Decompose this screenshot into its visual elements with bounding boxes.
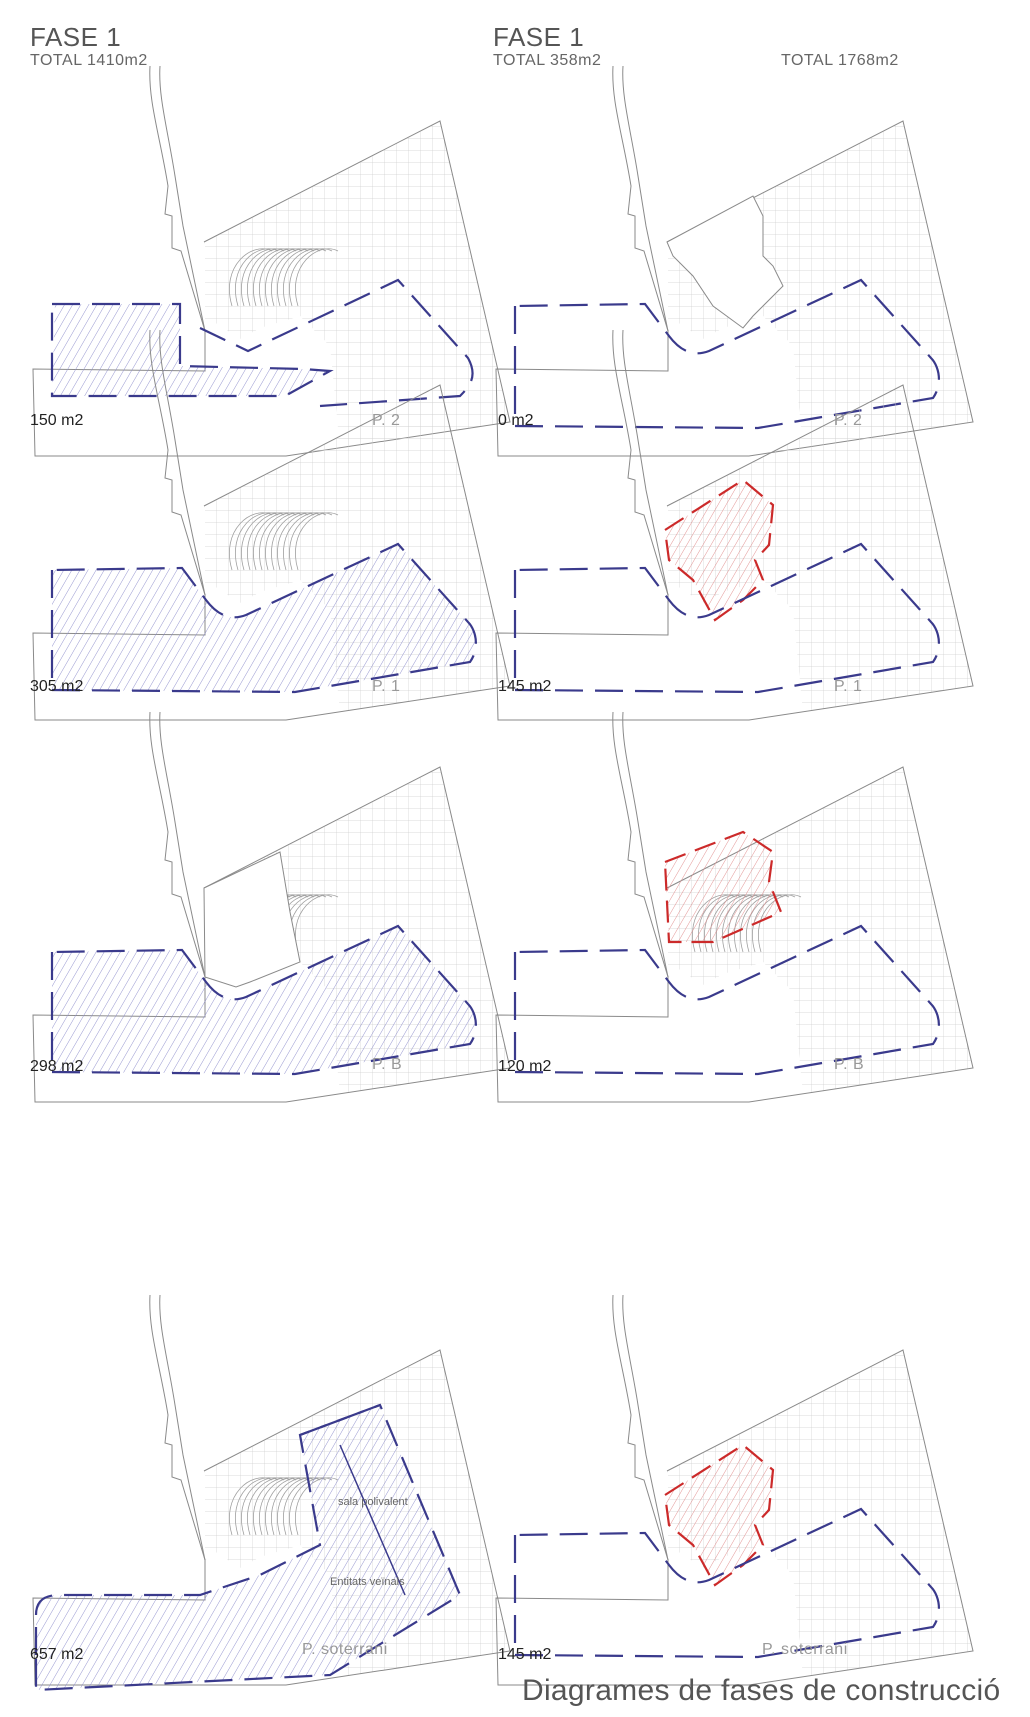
sala-polivalent-label: sala polivalent [338,1496,408,1508]
axis-arrow [339,1444,406,1596]
right-ps-plan [495,1294,974,1686]
right-pb-area: 120 m2 [498,1058,552,1075]
fase-area-outline [513,278,940,430]
fase-area-outline [50,542,477,694]
fase-area-outline [513,542,940,694]
diagram-title: Diagrames de fases de construcció [522,1674,1001,1707]
left-ps-floor: P. soterrani [302,1641,388,1658]
site-plan [495,329,974,721]
fase-area-outline [50,302,334,398]
right-p1-floor: P. 1 [834,678,863,695]
left-pb-floor: P. B [372,1056,403,1073]
right-pb-floor: P. B [834,1056,865,1073]
fase-red-outline [663,1443,775,1587]
fase-area-outline [50,924,477,1076]
right-pb-plan [495,711,974,1103]
right-p2-plan [495,65,974,457]
fase-red-outline [663,830,783,944]
right-ps-floor: P. soterrani [762,1641,848,1658]
left-ps-plan: sala polivalent Entitats veïnals [32,1294,511,1692]
left-p2-floor: P. 2 [372,412,401,429]
fase-area-outline [513,1507,940,1659]
left-pb-area: 298 m2 [30,1058,84,1075]
site-plan [495,1294,974,1686]
right-p2-floor: P. 2 [834,412,863,429]
right-phase-total: TOTAL 358m2 [493,52,602,69]
left-p1-floor: P. 1 [372,678,401,695]
fase-area-outline [34,1403,462,1692]
right-grand-total: TOTAL 1768m2 [781,52,899,69]
fase-area-outline [513,924,940,1076]
right-p1-area: 145 m2 [498,678,552,695]
right-phase-title: FASE 1 [493,22,585,52]
left-p1-area: 305 m2 [30,678,84,695]
left-ps-area: 657 m2 [30,1646,84,1663]
left-pb-plan [32,711,511,1103]
left-p2-area: 150 m2 [30,412,84,429]
left-phase-total: TOTAL 1410m2 [30,52,148,69]
left-p1-plan [32,329,511,721]
left-phase-title: FASE 1 [30,22,122,52]
site-plan [32,65,511,457]
site-plan [495,65,974,457]
left-p2-plan [32,65,511,457]
right-p2-area: 0 m2 [498,412,534,429]
right-ps-area: 145 m2 [498,1646,552,1663]
fase-red-outline [663,478,775,622]
entitats-veinals-label: Entitats veïnals [330,1576,405,1588]
right-p1-plan [495,329,974,721]
